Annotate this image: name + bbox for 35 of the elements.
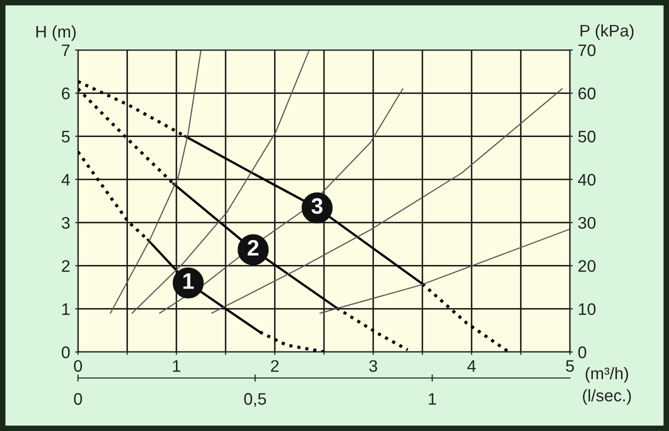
x2-tick-label: 0 — [74, 393, 82, 405]
x-tick-label: 1 — [173, 360, 180, 372]
x-axis-title: (m³/h) — [586, 367, 628, 383]
y-tick-label: 3 — [62, 216, 70, 229]
y2-axis-title: P (kPa) — [580, 24, 634, 40]
x2-axis-title: (l/sec.) — [582, 389, 631, 405]
y2-tick-label: 70 — [578, 44, 596, 56]
x-tick-label: 4 — [467, 360, 476, 372]
y-tick-label: 1 — [62, 303, 70, 315]
y2-tick-label: 40 — [578, 174, 596, 186]
y2-tick-label: 30 — [578, 216, 596, 229]
y-axis-title: H (m) — [36, 25, 76, 41]
x-tick-label: 3 — [369, 360, 378, 372]
x-tick-label: 2 — [271, 360, 279, 372]
line-series — [132, 50, 310, 314]
y2-tick-label: 50 — [578, 130, 596, 142]
line-series — [211, 88, 563, 314]
annotation: 1 — [183, 273, 194, 289]
annotation: 3 — [311, 198, 322, 214]
y-tick-label: 4 — [61, 174, 70, 186]
y-tick-label: 0 — [62, 346, 70, 358]
x2-tick-label: 1 — [428, 393, 436, 405]
line-series — [110, 50, 202, 314]
y-tick-label: 5 — [62, 130, 70, 142]
y-tick-label: 2 — [62, 260, 70, 272]
x2-tick-label: 0,5 — [244, 393, 266, 407]
y2-tick-label: 10 — [578, 303, 596, 316]
annotation: 2 — [248, 240, 258, 256]
x-tick-label: 5 — [566, 360, 574, 372]
y-tick-label: 6 — [62, 88, 70, 100]
y2-tick-label: 60 — [578, 88, 596, 100]
y-tick-label: 7 — [62, 44, 70, 56]
y2-tick-label: 20 — [578, 260, 596, 272]
y2-tick-label: 0 — [578, 346, 586, 358]
x-tick-label: 0 — [74, 360, 82, 372]
